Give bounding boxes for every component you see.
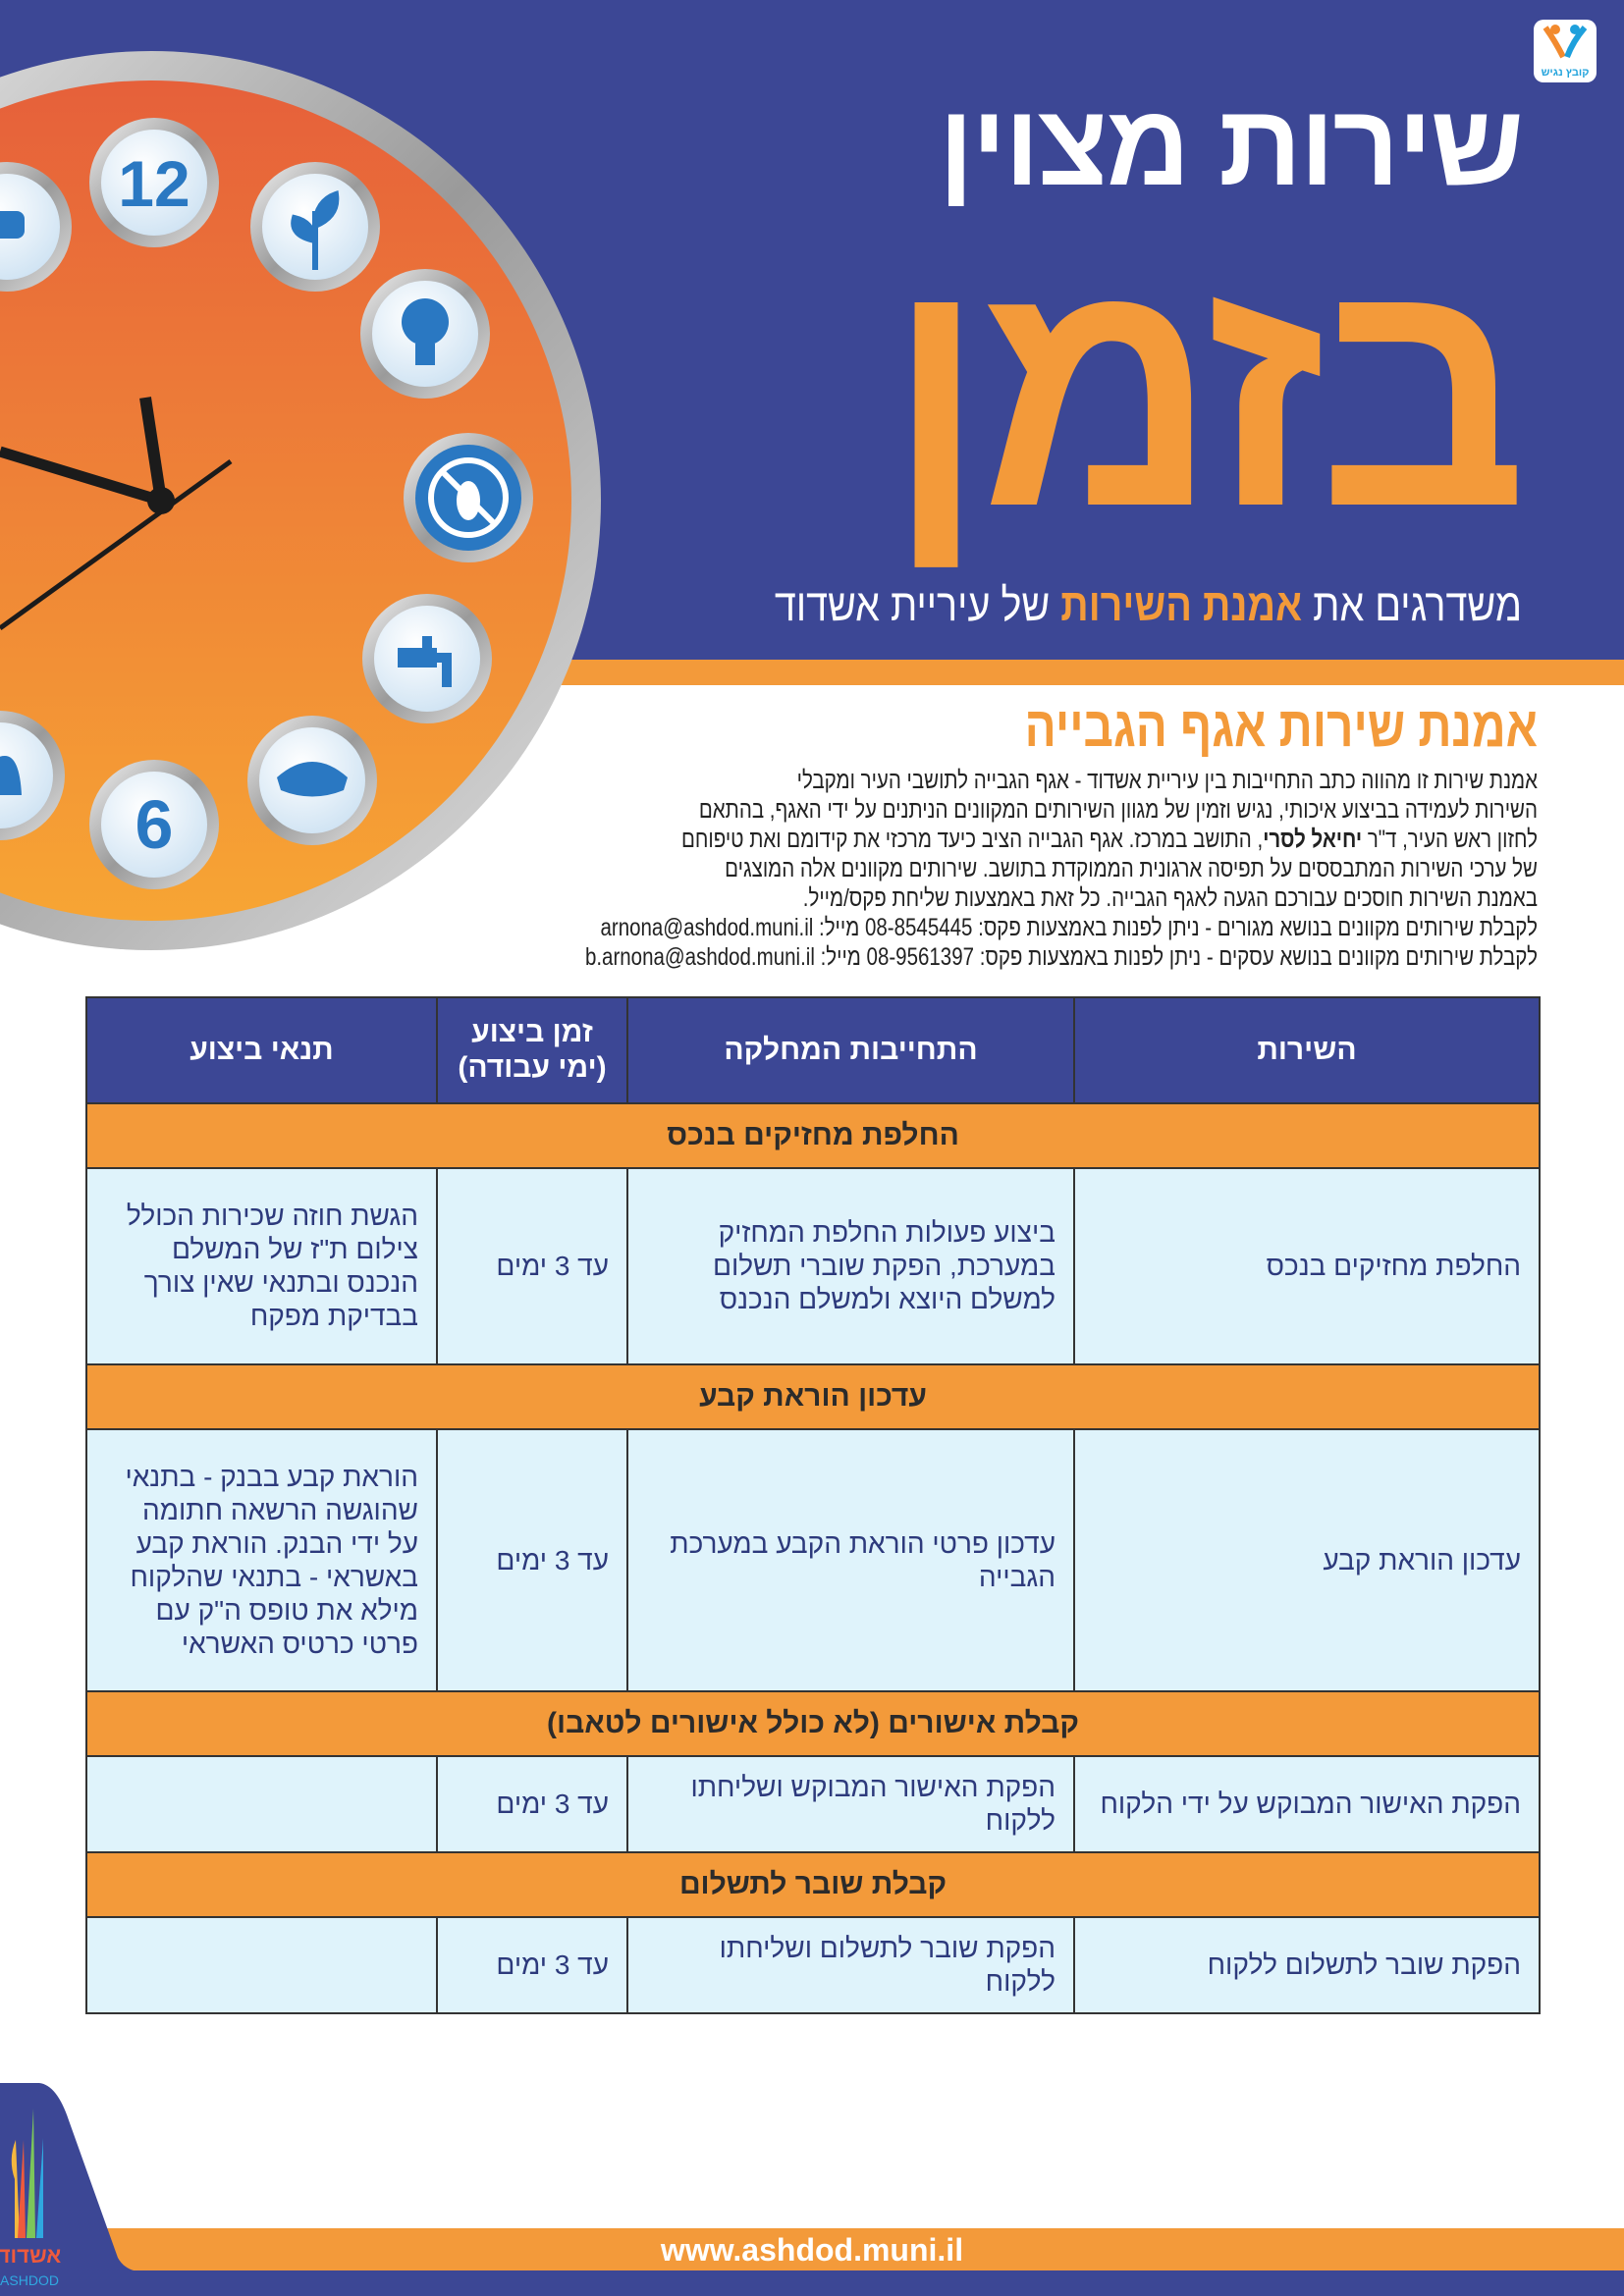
paragraph-line: באמנת השירות חוסכים עבורכם הגעה לאגף הגב… bbox=[802, 884, 1538, 912]
hour-hand bbox=[139, 397, 167, 502]
line-text: , התושב במרכז. אגף הגבייה הציב כיעד מרכז… bbox=[681, 826, 1264, 853]
group-title-row: קבלת אישורים (לא כולל אישורים לטאבו) bbox=[85, 1690, 1541, 1757]
medallion-12: 12 bbox=[89, 118, 219, 247]
contact-line-business: לקבלת שירותים מקוונים בנושא עסקים - ניתן… bbox=[584, 943, 1538, 971]
medallion-plant-icon bbox=[250, 162, 380, 292]
paragraph-line: של ערכי השירות המתבססים על תפיסה ארגונית… bbox=[725, 855, 1538, 882]
ashdod-logo: אשדוד ASHDOD bbox=[0, 2109, 61, 2288]
cell-service: החלפת מחזיקים בנכס bbox=[1073, 1167, 1541, 1365]
footer-corner bbox=[0, 2083, 147, 2296]
group-title-row: עדכון הוראת קבע bbox=[85, 1363, 1541, 1430]
hero-big-title: בזמן bbox=[886, 203, 1528, 576]
group-title: קבלת שובר לתשלום bbox=[85, 1851, 1541, 1918]
cell-service: הפקת האישור המבוקש על ידי הלקוח bbox=[1073, 1755, 1541, 1853]
header-commitment: התחייבות המחלקה bbox=[626, 996, 1075, 1104]
subtitle-post: של עיריית אשדוד bbox=[774, 579, 1061, 630]
cell-time: עד 3 ימים bbox=[436, 1167, 628, 1365]
hero-title: שירות מצוין bbox=[938, 80, 1524, 210]
cell-commitment: ביצוע פעולות החלפת המחזיק במערכת, הפקת ש… bbox=[626, 1167, 1075, 1365]
service-charter-table: השירות התחייבות המחלקה זמן ביצוע (ימי עב… bbox=[85, 996, 1541, 2014]
cell-time: עד 3 ימים bbox=[436, 1428, 628, 1692]
clock-hands bbox=[0, 397, 233, 631]
clock-illustration: 12 6 bbox=[0, 51, 601, 950]
table-row: הפקת שובר לתשלום ללקוח הפקת שובר לתשלום … bbox=[85, 1916, 1541, 2014]
group-title: החלפת מחזיקים בנכס bbox=[85, 1102, 1541, 1169]
subtitle-pre: משדרגים את bbox=[1302, 579, 1522, 630]
group-title-row: קבלת שובר לתשלום bbox=[85, 1851, 1541, 1918]
cell-conditions bbox=[85, 1916, 438, 2014]
paragraph-line: לחזון ראש העיר, ד"ר יחיאל לסרי, התושב במ… bbox=[681, 825, 1538, 854]
section-heading: אמנת שירות אגף הגבייה bbox=[1024, 695, 1538, 759]
cell-service: עדכון הוראת קבע bbox=[1073, 1428, 1541, 1692]
hero-subtitle: משדרגים את אמנת השירות של עיריית אשדוד bbox=[775, 577, 1522, 632]
group-title-row: החלפת מחזיקים בנכס bbox=[85, 1102, 1541, 1169]
table-row: עדכון הוראת קבע עדכון פרטי הוראת הקבע במ… bbox=[85, 1428, 1541, 1692]
medallion-car-icon bbox=[0, 162, 72, 292]
footer-orange-strip bbox=[0, 2228, 1624, 2272]
medallion-no-pests-icon bbox=[404, 433, 533, 562]
medallion-water-tap-icon bbox=[362, 594, 492, 723]
minute-hand bbox=[0, 446, 163, 507]
cell-time: עד 3 ימים bbox=[436, 1755, 628, 1853]
footer-band: אשדוד ASHDOD bbox=[0, 2083, 1624, 2296]
logo-hebrew: אשדוד bbox=[0, 2243, 61, 2268]
clock-number-6: 6 bbox=[135, 786, 174, 863]
medallion-lightbulb-icon bbox=[360, 269, 490, 399]
cell-conditions: הוראת קבע בבנק - בתנאי שהוגשה הרשאה חתומ… bbox=[85, 1428, 438, 1692]
cell-service: הפקת שובר לתשלום ללקוח bbox=[1073, 1916, 1541, 2014]
intro-paragraph: אמנת שירות זו מהווה כתב התחייבות בין עיר… bbox=[556, 766, 1538, 972]
website-link[interactable]: www.ashdod.muni.il bbox=[660, 2232, 964, 2268]
header-time: זמן ביצוע (ימי עבודה) bbox=[436, 996, 628, 1104]
accessibility-people-icon bbox=[1543, 25, 1588, 59]
table-row: הפקת האישור המבוקש על ידי הלקוח הפקת האי… bbox=[85, 1755, 1541, 1853]
cell-commitment: עדכון פרטי הוראת הקבע במערכת הגבייה bbox=[626, 1428, 1075, 1692]
cell-commitment: הפקת האישור המבוקש ושליחתו ללקוח bbox=[626, 1755, 1075, 1853]
group-title: עדכון הוראת קבע bbox=[85, 1363, 1541, 1430]
paragraph-line: אמנת שירות זו מהווה כתב התחייבות בין עיר… bbox=[796, 767, 1538, 794]
cell-time: עד 3 ימים bbox=[436, 1916, 628, 2014]
cell-commitment: הפקת שובר לתשלום ושליחתו ללקוח bbox=[626, 1916, 1075, 2014]
contact-line-residential: לקבלת שירותים מקוונים בנושא מגורים - נית… bbox=[600, 914, 1538, 941]
accessible-file-label: קובץ נגיש bbox=[1541, 67, 1590, 79]
header-service: השירות bbox=[1073, 996, 1541, 1104]
cell-conditions bbox=[85, 1755, 438, 1853]
group-title: קבלת אישורים (לא כולל אישורים לטאבו) bbox=[85, 1690, 1541, 1757]
medallion-6: 6 bbox=[89, 760, 219, 889]
accessible-file-logo: קובץ נגיש bbox=[1534, 20, 1597, 82]
logo-latin: ASHDOD bbox=[0, 2272, 59, 2288]
medallion-inspector-hat-icon bbox=[247, 716, 377, 845]
cell-conditions: הגשת חוזה שכירות הכולל צילום ת"ז של המשל… bbox=[85, 1167, 438, 1365]
line-text: לחזון ראש העיר, ד"ר bbox=[1362, 826, 1538, 853]
table-header-row: השירות התחייבות המחלקה זמן ביצוע (ימי עב… bbox=[85, 996, 1541, 1104]
header-conditions: תנאי ביצוע bbox=[85, 996, 438, 1104]
medallion-bell-icon bbox=[0, 711, 65, 840]
table-row: החלפת מחזיקים בנכס ביצוע פעולות החלפת המ… bbox=[85, 1167, 1541, 1365]
clock-number-12: 12 bbox=[118, 147, 189, 220]
subtitle-highlight: אמנת השירות bbox=[1060, 579, 1303, 630]
paragraph-line: השירות לעמידה בביצוע איכותי, נגיש וזמין … bbox=[698, 796, 1538, 824]
mayor-name: יחיאל לסרי bbox=[1263, 826, 1363, 853]
second-hand bbox=[0, 458, 233, 631]
